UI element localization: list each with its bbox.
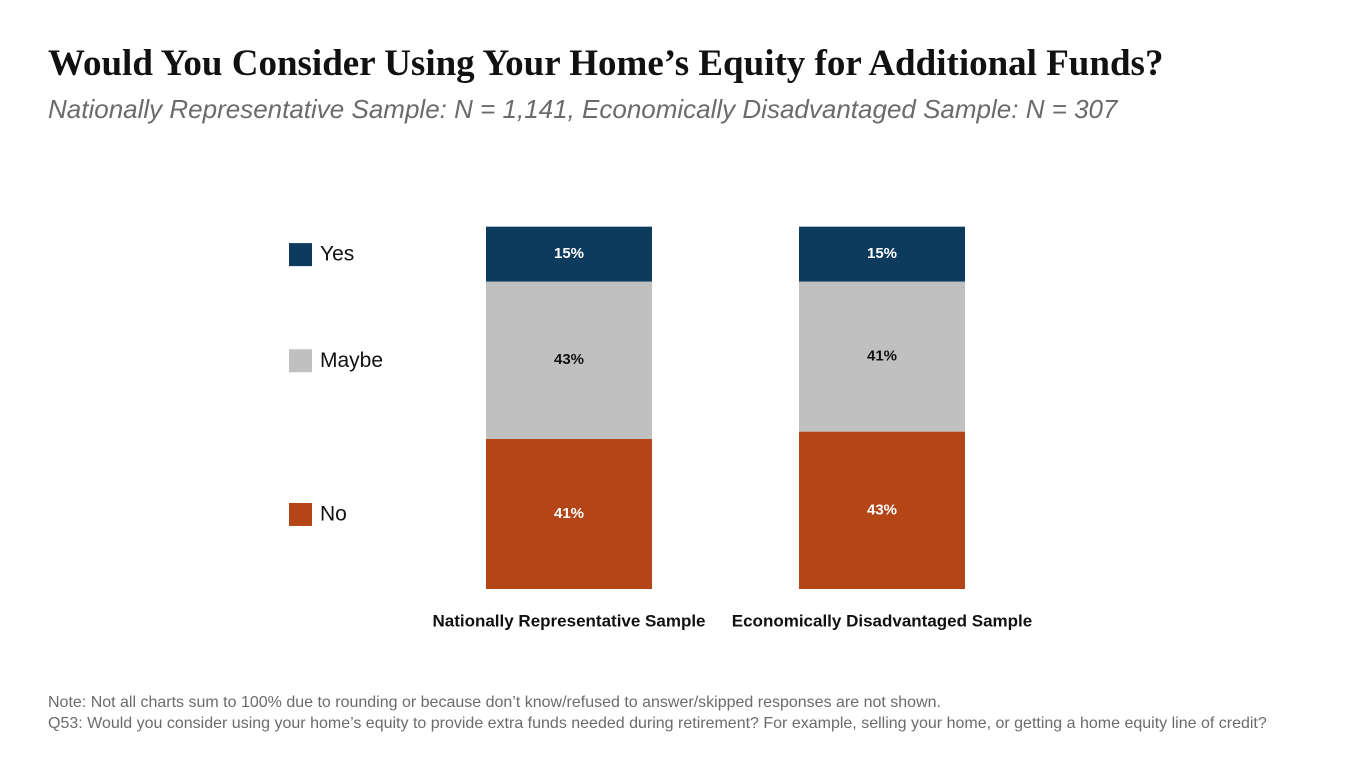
value-label: 41%	[867, 348, 897, 365]
legend-label: No	[320, 503, 347, 526]
bar-segment	[799, 281, 965, 432]
value-label: 41%	[554, 505, 584, 522]
bar-segment	[486, 281, 652, 439]
note: Q53: Would you consider using your home’…	[48, 715, 1267, 732]
chart-subtitle: Nationally Representative Sample: N = 1,…	[48, 94, 1119, 124]
legend-label: Maybe	[320, 349, 383, 372]
legend-swatch	[289, 349, 312, 373]
legend-swatch	[289, 243, 312, 267]
bar-segment	[486, 226, 652, 282]
legend-label: Yes	[320, 243, 354, 266]
bar-segment	[799, 431, 965, 589]
legend-swatch	[289, 502, 312, 526]
value-label: 15%	[554, 245, 584, 262]
x-tick-label: Nationally Representative Sample	[432, 611, 705, 630]
value-label: 43%	[867, 501, 897, 518]
chart-title: Would You Consider Using Your Home’s Equ…	[48, 43, 1163, 84]
note: Note: Not all charts sum to 100% due to …	[48, 694, 941, 711]
bar-segment	[799, 226, 965, 282]
x-tick-label: Economically Disadvantaged Sample	[732, 611, 1032, 630]
bar-segment	[486, 438, 652, 589]
value-label: 15%	[867, 245, 897, 262]
value-label: 43%	[554, 351, 584, 368]
